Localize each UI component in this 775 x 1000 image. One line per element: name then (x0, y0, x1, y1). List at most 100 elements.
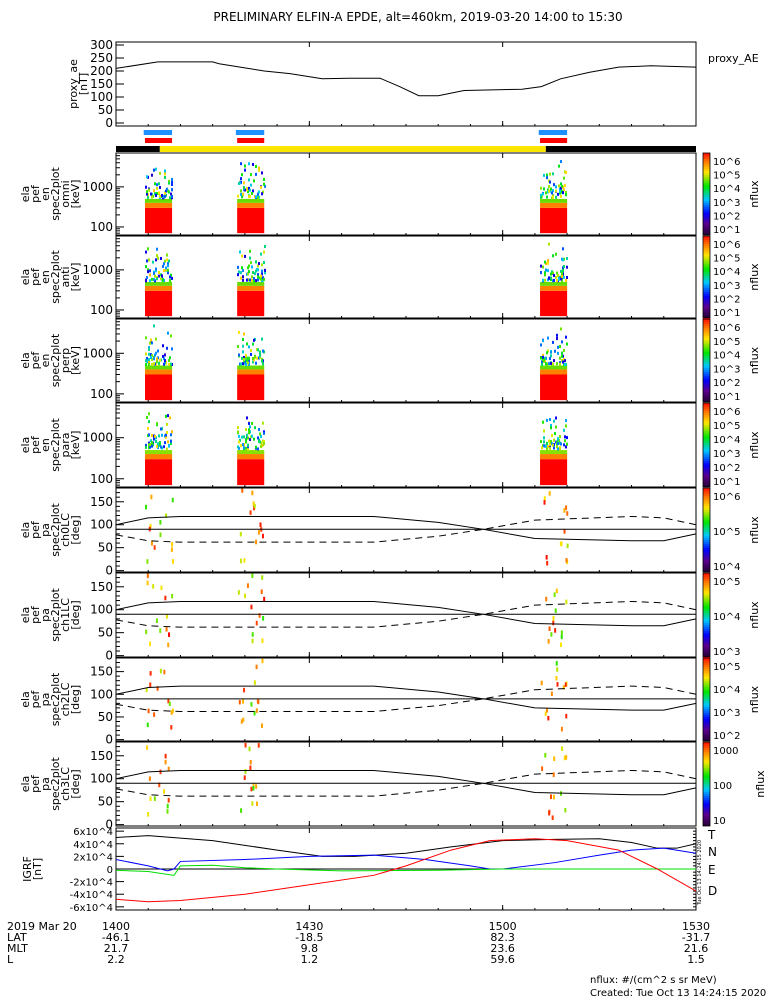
flux-pixel (551, 191, 553, 195)
flux-pixel (150, 338, 152, 342)
colorbar-cell (703, 707, 710, 709)
flux-pixel (541, 446, 543, 450)
orbit-row-value: -31.7 (682, 931, 710, 944)
flux-pixel (258, 428, 260, 432)
colorbar-cell (703, 314, 710, 316)
ylabel-pa_ch1-line: ela (19, 607, 32, 624)
colorbar-cell (703, 518, 710, 520)
ylabel-pa_ch0-line: pa (39, 523, 52, 537)
flux-pixel (262, 349, 264, 353)
flux-pixel (238, 330, 240, 334)
flux-pixel (252, 783, 255, 788)
flux-pixel (255, 172, 257, 176)
flux-pixel (564, 363, 566, 367)
flux-pixel (250, 261, 252, 265)
flux-pixel (147, 195, 149, 199)
colorbar-cell (703, 611, 710, 613)
flux-pixel (252, 271, 254, 275)
flux-pixel (548, 276, 550, 280)
colorbar-cell (703, 746, 710, 748)
flux-pixel (150, 355, 152, 359)
flux-pixel (259, 355, 261, 359)
igrf-ylabel-line: IGRF (21, 856, 34, 882)
flux-pixel (156, 422, 158, 426)
flux-pixel (260, 723, 263, 728)
flux-pixel (563, 176, 565, 180)
flux-pixel (549, 443, 551, 447)
colorbar-cell (703, 731, 710, 733)
flux-pixel (171, 541, 174, 547)
flux-pixel (247, 447, 249, 451)
flux-pixel (560, 186, 562, 190)
colorbar-cell (703, 296, 710, 298)
flux-pixel (164, 759, 167, 765)
colorbar-cell (703, 195, 710, 197)
flux-band (540, 365, 568, 370)
flux-pixel (239, 531, 242, 537)
colorbar-tick-label: 10^6 (713, 492, 740, 503)
colorbar-cell (703, 623, 710, 625)
flux-pixel (257, 264, 259, 268)
flux-band (145, 365, 173, 370)
flux-pixel (154, 353, 156, 357)
colorbar-cell (703, 346, 710, 348)
colorbar-cell (703, 560, 710, 562)
colorbar-cell (703, 554, 710, 556)
flux-pixel (153, 271, 155, 275)
colorbar-cell (703, 548, 710, 550)
flux-pixel (560, 642, 563, 648)
colorbar-cell (703, 808, 710, 810)
colorbar-cell (703, 552, 710, 554)
flux-pixel (146, 190, 148, 194)
flux-pixel (556, 336, 558, 340)
y-tick-label: 1000 (82, 180, 113, 194)
flux-pixel (171, 430, 173, 434)
flux-pixel (552, 195, 554, 199)
colorbar-cell (703, 739, 710, 741)
colorbar-cell (703, 199, 710, 201)
ylabel-en_para-line: [keV] (69, 431, 82, 460)
colorbar-tick-label: 10 (713, 816, 726, 827)
flux-pixel (165, 266, 167, 270)
colorbar-cell (703, 394, 710, 396)
flux-pixel (552, 340, 554, 344)
colorbar-cell (703, 762, 710, 764)
colorbar-cell (703, 437, 710, 439)
y-tick-label: 100 (90, 687, 113, 701)
flux-pixel (162, 264, 164, 268)
flux-pixel (171, 180, 173, 184)
flux-pixel (565, 193, 567, 197)
colorbar-cell (703, 378, 710, 380)
ylabel-en_para-line: spec2plot (49, 418, 62, 472)
flux-pixel (156, 444, 158, 448)
flux-pixel (147, 811, 150, 817)
flux-pixel (255, 708, 258, 713)
colorbar-pa_ch2 (702, 657, 711, 742)
flux-pixel (148, 420, 150, 424)
flux-pixel (257, 530, 260, 535)
colorbar-cell (703, 490, 710, 492)
colorbar-cell (703, 758, 710, 760)
flux-pixel (563, 508, 566, 513)
flux-pixel (147, 426, 149, 430)
flux-pixel (146, 356, 148, 360)
colorbar-cell (703, 443, 710, 445)
flux-pixel (560, 160, 562, 164)
colorbar-cell (703, 207, 710, 209)
colorbar-cell (703, 173, 710, 175)
colorbar-tick-label: 10^1 (713, 225, 740, 236)
flux-pixel (242, 717, 245, 723)
orbit-row-value: 21.6 (684, 942, 709, 955)
flux-pixel (543, 187, 545, 191)
flux-block (237, 207, 265, 234)
flux-pixel (240, 162, 242, 166)
colorbar-cell (703, 356, 710, 358)
flux-pixel (170, 273, 172, 277)
flux-pixel (250, 786, 253, 792)
flux-pixel (249, 759, 252, 765)
flux-pixel (147, 708, 150, 714)
flux-pixel (564, 807, 567, 813)
flux-pixel (546, 441, 548, 445)
colorbar-cell (703, 635, 710, 637)
colorbar-tick-label: 10^6 (713, 240, 740, 251)
